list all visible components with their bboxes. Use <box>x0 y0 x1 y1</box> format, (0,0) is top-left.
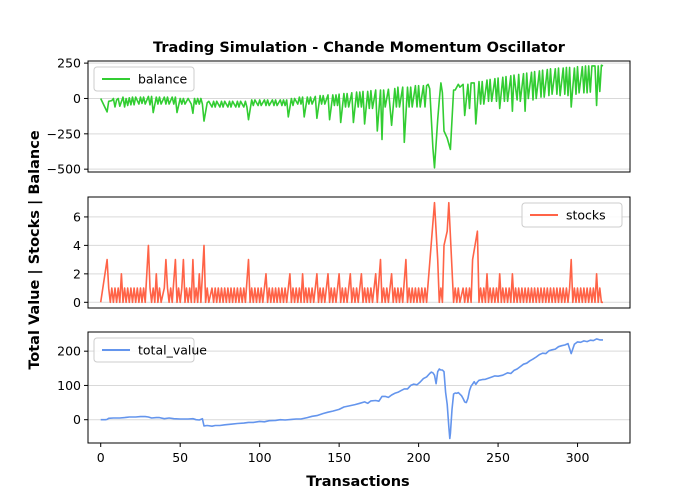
axes-frame <box>87 60 631 173</box>
y-tick-label: 0 <box>73 91 81 106</box>
legend-box <box>93 66 195 92</box>
legend: balance <box>93 66 195 92</box>
x-tick-label: 300 <box>566 450 590 465</box>
x-tick-label: 50 <box>172 450 188 465</box>
y-tick-label: 2 <box>73 266 81 281</box>
legend-label: total_value <box>138 343 207 358</box>
axes-frame <box>87 196 631 309</box>
panel-balance: 250 0 −250 −500 balance <box>47 56 631 177</box>
x-axis-label: Transactions <box>306 474 409 490</box>
legend-box <box>93 337 195 363</box>
legend: stocks <box>521 202 623 228</box>
x-tick-label: 150 <box>327 450 351 465</box>
x-tick-label: 100 <box>248 450 272 465</box>
chart-title: Trading Simulation - Chande Momentum Osc… <box>153 40 566 56</box>
y-axis-label: Total Value | Stocks | Balance <box>27 130 43 370</box>
series-line-stocks <box>99 201 603 304</box>
y-tick-label: 100 <box>57 378 81 393</box>
x-tick-label: 200 <box>407 450 431 465</box>
y-tick-label: −500 <box>47 162 81 177</box>
y-tick-label: 0 <box>73 295 81 310</box>
legend: total_value <box>93 337 207 363</box>
y-tick-label: 4 <box>73 238 81 253</box>
legend-label: stocks <box>566 208 606 223</box>
y-tick-label: 6 <box>73 209 81 224</box>
y-tick-label: 200 <box>57 344 81 359</box>
y-tick-label: 0 <box>73 412 81 427</box>
y-tick-label: −250 <box>47 126 81 141</box>
y-tick-label: 250 <box>57 56 81 71</box>
panels-layer: 250 0 −250 −500 balance 0 2 4 6 stocks 0 100 200 tota… <box>47 56 631 444</box>
panel-total_value: 0 100 200 total_value <box>57 331 631 444</box>
legend-box <box>521 202 623 228</box>
series-line-total_value <box>100 338 603 440</box>
panel-stocks: 0 2 4 6 stocks <box>73 196 631 310</box>
x-axis-ticks: 0 50 100 150 200 250 300 <box>97 443 590 465</box>
legend-label: balance <box>138 72 188 87</box>
x-tick-label: 250 <box>486 450 510 465</box>
series-line-balance <box>99 64 604 169</box>
x-tick-label: 0 <box>97 450 105 465</box>
axes-frame <box>87 331 631 444</box>
